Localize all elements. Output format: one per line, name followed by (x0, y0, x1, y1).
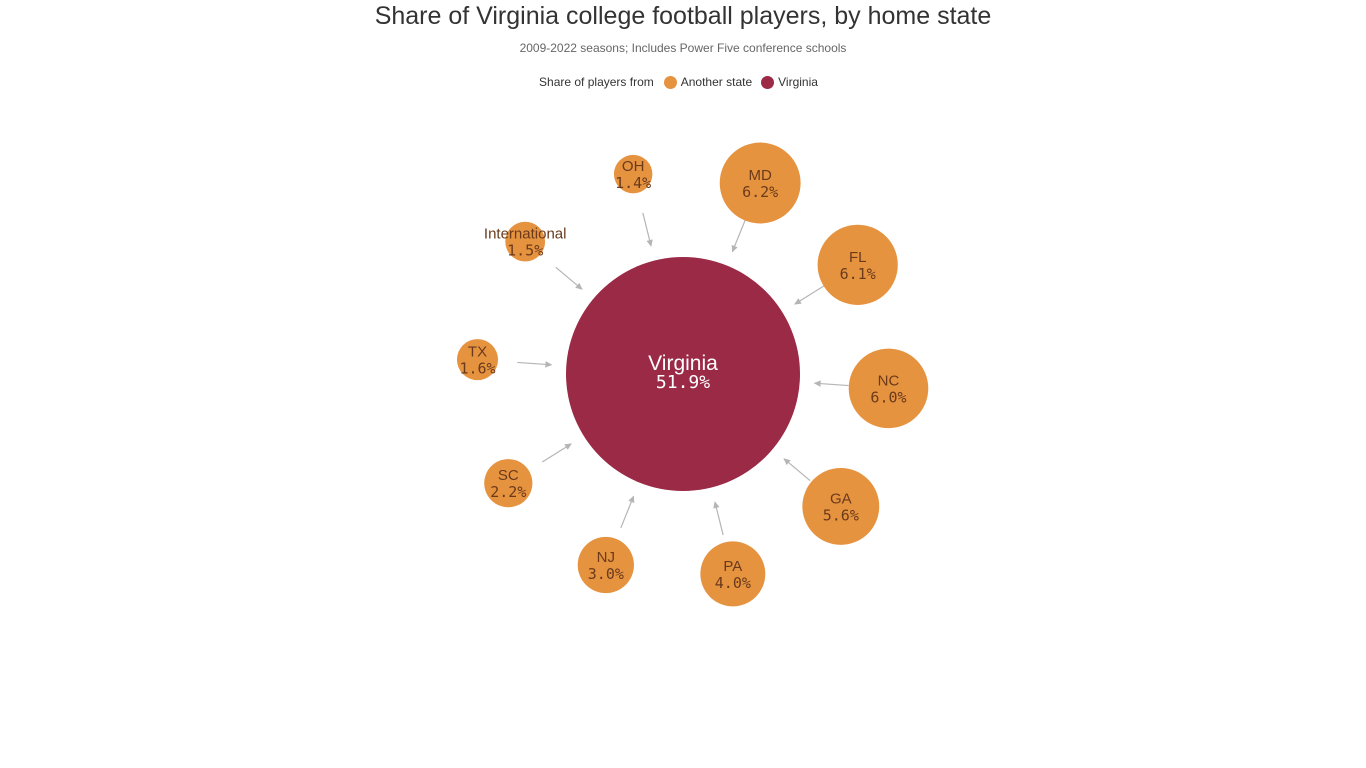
bubble-name-international: International (484, 226, 567, 243)
bubble-tx: TX1.6% (456, 339, 499, 381)
legend-item-another-state: Another state (663, 75, 753, 89)
bubble-ga: GA5.6% (802, 467, 880, 545)
bubble-circle-sc (484, 459, 533, 508)
legend-swatch-virginia (761, 75, 775, 89)
bubble-name-sc: SC (498, 467, 519, 484)
bubbles-layer: OH1.4% MD6.2%FL6.1%NC6.0%GA5.6%PA4.0%NJ3.… (456, 142, 929, 607)
bubble-circle-pa (700, 541, 766, 607)
chart-title: Share of Virginia college football playe… (374, 2, 992, 30)
bubble-name-oh: OH (622, 158, 645, 175)
bubble-name-fl: FL (849, 249, 867, 266)
bubble-nj: NJ3.0% (577, 536, 634, 594)
bubble-circle-virginia (566, 257, 800, 491)
bubble-name-ga: GA (830, 490, 852, 507)
legend-swatch-another-state (663, 75, 677, 89)
arrow-oh (642, 212, 653, 247)
arrows-layer (517, 212, 849, 536)
bubble-oh: OH1.4% (613, 154, 653, 194)
legend-title: Share of players from (539, 75, 654, 89)
bubble-name-tx: TX (468, 344, 487, 361)
bubble-value-nj: 3.0% (588, 565, 624, 583)
bubble-name-md: MD (749, 167, 772, 184)
bubble-value-tx: 1.6% (459, 360, 495, 378)
arrow-pa (713, 501, 724, 536)
bubble-name-pa: PA (723, 558, 742, 575)
bubble-md: MD6.2% (719, 142, 801, 224)
bubble-sc: SC2.2% (484, 459, 533, 508)
bubble-value-ga: 5.6% (823, 506, 859, 524)
bubble-nc: NC6.0% (848, 348, 929, 429)
arrow-tx (517, 361, 553, 368)
bubble-circle-fl (817, 224, 898, 305)
bubble-value-sc: 2.2% (490, 483, 526, 501)
arrow-nj (620, 495, 635, 529)
bubble-circle-international (505, 221, 546, 262)
bubble-circle-oh (613, 154, 653, 194)
bubble-circle-nj (577, 536, 634, 594)
arrow-sc (541, 443, 572, 463)
legend-label-another-state: Another state (680, 75, 753, 89)
arrow-ga (783, 458, 811, 482)
bubble-name-virginia: Virginia (648, 352, 718, 375)
arrow-nc (813, 380, 849, 387)
bubble-value-nc: 6.0% (870, 388, 906, 406)
bubble-value-pa: 4.0% (715, 574, 751, 592)
arrow-md (731, 219, 746, 253)
bubble-name-nj: NJ (597, 549, 615, 566)
bubble-value-virginia: 51.9% (656, 372, 710, 393)
legend-item-virginia: Virginia (761, 75, 818, 89)
bubble-name-nc: NC (878, 372, 900, 389)
legend: Share of players from Another state Virg… (0, 75, 1366, 89)
arrow-international (555, 266, 583, 290)
bubble-value-md: 6.2% (742, 183, 778, 201)
bubble-circle-nc (848, 348, 929, 429)
bubble-value-oh: 1.4% (615, 174, 651, 192)
bubble-pa: PA4.0% (700, 541, 766, 607)
bubble-fl: FL6.1% (817, 224, 898, 305)
chart-subtitle: 2009-2022 seasons; Includes Power Five c… (519, 41, 847, 55)
bubble-circle-md (719, 142, 801, 224)
legend-label-virginia: Virginia (778, 75, 818, 89)
bubble-value-fl: 6.1% (840, 265, 876, 283)
bubble-circle-tx (456, 339, 499, 381)
bubble-value-international: 1.5% (507, 242, 543, 260)
arrow-fl (794, 285, 825, 305)
bubble-circle-ga (802, 467, 880, 545)
